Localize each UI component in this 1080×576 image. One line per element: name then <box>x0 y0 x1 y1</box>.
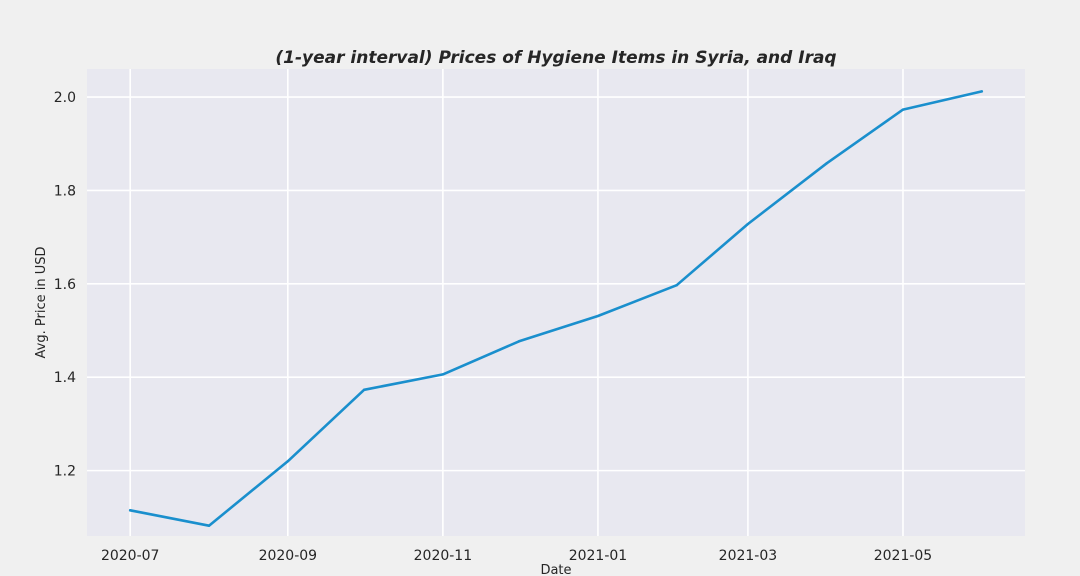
series-layer <box>128 90 984 528</box>
data-point <box>517 340 521 343</box>
data-point <box>980 90 983 93</box>
y-tick-label: 1.8 <box>54 183 76 199</box>
x-tick-labels: 2020-07 2020-09 2020-11 2021-01 2021-03 2021-… <box>101 548 932 564</box>
y-tick-label: 1.2 <box>54 464 76 480</box>
x-tick-label: 2021-05 <box>874 548 933 564</box>
grid-lines <box>87 69 1025 536</box>
y-tick-label: 1.6 <box>54 277 76 293</box>
plot-area <box>87 69 1025 536</box>
series-line <box>128 90 984 528</box>
data-point <box>441 373 445 376</box>
x-tick-label: 2020-09 <box>259 548 318 564</box>
x-tick-label: 2021-01 <box>569 548 628 564</box>
x-tick-label: 2020-11 <box>414 548 473 564</box>
data-point <box>746 222 750 226</box>
data-point <box>596 314 600 318</box>
data-point <box>207 524 211 527</box>
y-tick-label: 1.4 <box>54 370 76 386</box>
chart-title: (1-year interval) Prices of Hygiene Item… <box>275 48 836 68</box>
y-tick-label: 2.0 <box>54 90 76 106</box>
y-axis-label: Avg. Price in USD <box>34 247 49 359</box>
data-point <box>362 388 366 392</box>
x-tick-label: 2020-07 <box>101 548 160 564</box>
x-axis-label: Date <box>540 563 571 576</box>
data-point <box>825 162 828 165</box>
data-point <box>286 460 290 463</box>
y-tick-labels: 1.2 1.4 1.6 1.8 2.0 <box>54 90 76 480</box>
data-point <box>675 284 678 287</box>
data-point <box>901 108 905 111</box>
x-tick-label: 2021-03 <box>719 548 778 564</box>
data-point <box>129 509 132 512</box>
